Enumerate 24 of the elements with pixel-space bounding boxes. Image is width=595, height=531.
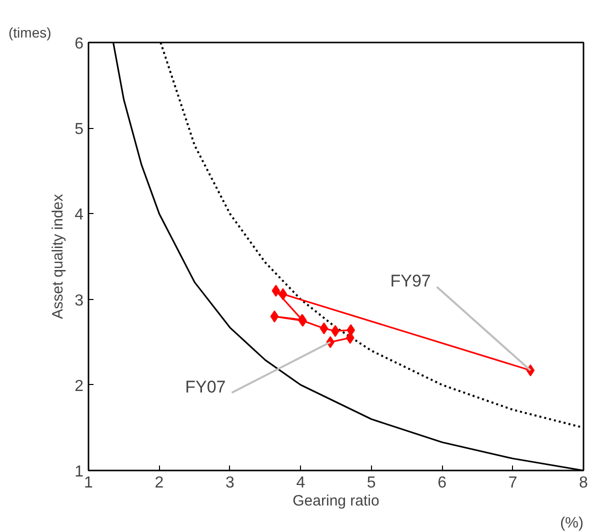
y-axis-title: Asset quality index bbox=[50, 193, 67, 320]
x-axis-title: Gearing ratio bbox=[292, 492, 380, 510]
x-tick-label: 3 bbox=[225, 474, 234, 492]
x-tick-label: 8 bbox=[579, 474, 588, 492]
point bbox=[278, 288, 288, 300]
annotation: FY97 bbox=[390, 271, 431, 290]
x-tick-label: 5 bbox=[366, 474, 376, 492]
x-tick-label: 7 bbox=[508, 474, 518, 492]
annotation: FY07 bbox=[185, 377, 226, 396]
x-tick-label: 4 bbox=[296, 474, 306, 492]
y-tick-label: 5 bbox=[74, 121, 84, 138]
y-tick-label: 3 bbox=[74, 292, 84, 310]
y-tick-label: 1 bbox=[74, 464, 84, 480]
point bbox=[320, 322, 328, 334]
y-tick-label: 6 bbox=[74, 36, 84, 52]
point bbox=[346, 332, 354, 344]
text: (times) bbox=[8, 24, 52, 40]
y-tick-label: 4 bbox=[74, 206, 84, 224]
point bbox=[270, 310, 279, 322]
point bbox=[272, 284, 280, 297]
x-tick-label: 6 bbox=[438, 474, 447, 492]
text: (%) bbox=[560, 514, 584, 531]
y-tick-label: 2 bbox=[74, 378, 84, 395]
x-tick-label: 2 bbox=[154, 474, 164, 492]
